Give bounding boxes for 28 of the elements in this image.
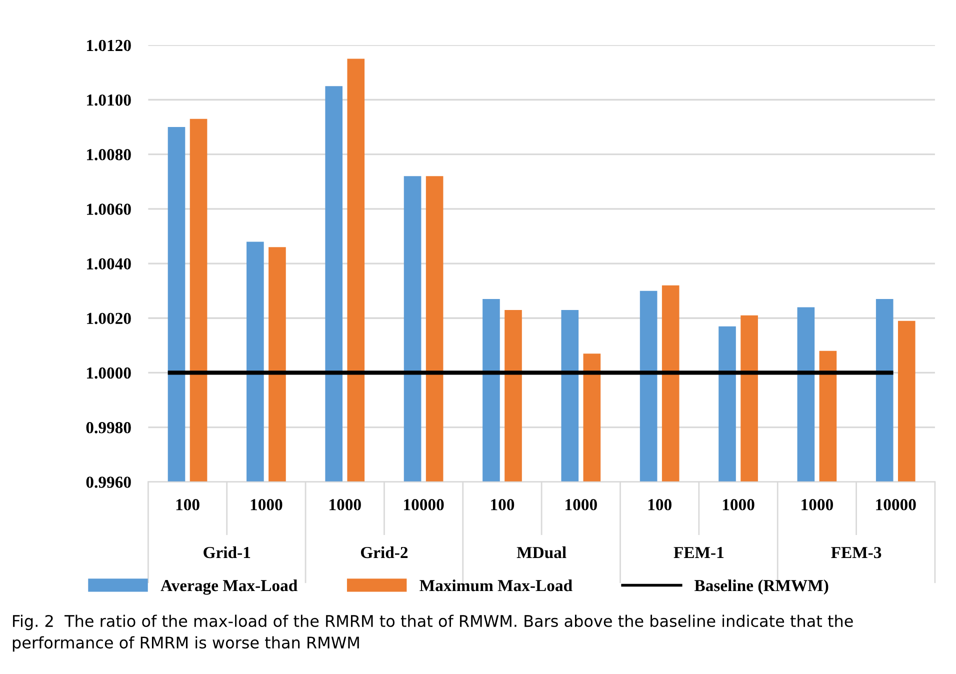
x-tick-label: 1000: [330, 499, 361, 510]
x-tick-label: 1000: [566, 499, 597, 510]
y-tick-label: 1.0000: [87, 367, 131, 379]
y-tick-label: 1.0040: [87, 258, 131, 270]
x-tick-label: 1000: [802, 499, 833, 510]
x-tick-label: 1000: [250, 499, 282, 510]
legend-label: Baseline (RMWM): [694, 579, 828, 595]
y-tick-label: 1.0020: [87, 312, 131, 324]
x-tick-label: 10000: [404, 499, 444, 510]
y-tick-label: 1.0080: [87, 149, 131, 160]
y-tick-label: 0.9980: [86, 422, 131, 434]
caption: Fig. 2 The ratio of the max-load of the RMRM to that of RMWM. Bars above the baseline indicate that the performance of RMRM is worse than RMWM: [12, 614, 853, 652]
x-tick-label: 1000: [722, 499, 754, 510]
x-tick-label: 100: [491, 499, 514, 510]
text: Grid-2: [360, 546, 408, 558]
x-tick-label: 10000: [876, 499, 916, 510]
y-tick-label: 1.0060: [87, 204, 131, 215]
y-tick-label: 1.0100: [87, 94, 131, 106]
y-tick-label: 0.9960: [86, 476, 131, 488]
text: MDual: [516, 546, 566, 558]
text: FEM-1: [674, 546, 724, 558]
x-tick-label: 100: [176, 499, 200, 510]
legend-label: Average Max-Load: [160, 579, 298, 595]
text: Grid-1: [204, 546, 250, 558]
text: FEM-3: [831, 546, 882, 558]
legend-label: Maximum Max-Load: [420, 579, 572, 592]
y-tick-label: 1.0120: [87, 40, 131, 52]
x-tick-label: 100: [648, 499, 672, 510]
